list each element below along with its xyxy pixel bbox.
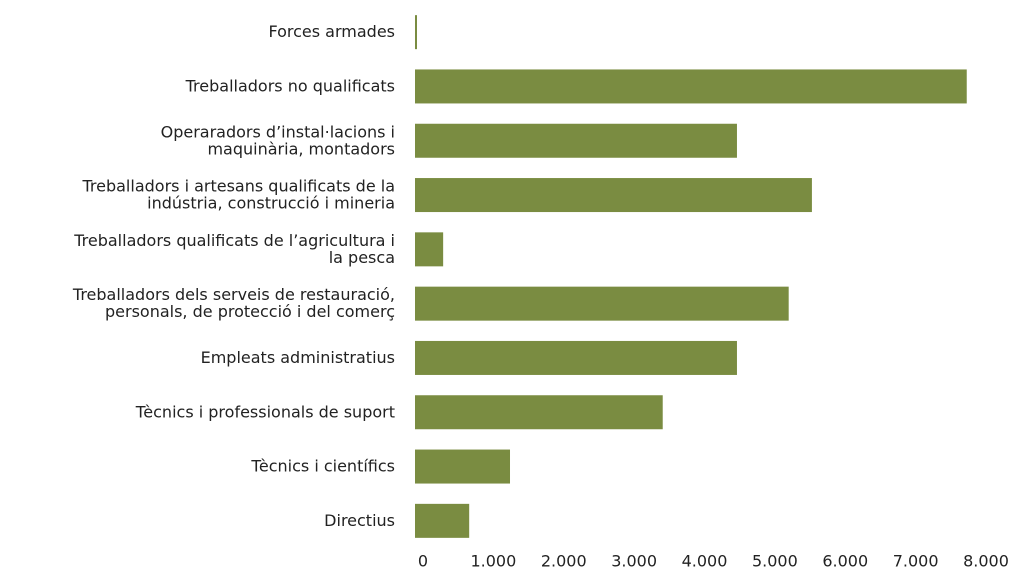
x-tick-label: 8.000	[963, 552, 1009, 570]
bar	[415, 503, 470, 538]
bar	[415, 395, 663, 430]
y-tick-label: Forces armades	[268, 22, 395, 41]
x-tick-label: 2.000	[541, 552, 587, 570]
bar	[415, 449, 511, 484]
x-tick-label: 1.000	[470, 552, 516, 570]
y-tick-label: Tècnics i científics	[250, 456, 395, 475]
y-tick-label: Empleats administratius	[201, 347, 395, 366]
bar	[415, 123, 737, 158]
x-tick-label: 7.000	[893, 552, 939, 570]
bar	[415, 69, 967, 104]
bar	[415, 178, 812, 213]
x-tick-label: 3.000	[611, 552, 657, 570]
y-tick-label: Tècnics i professionals de suport	[135, 402, 395, 421]
y-tick-label: Treballadors no qualificats	[185, 76, 395, 95]
y-tick-label: Directius	[324, 510, 395, 529]
bar	[415, 286, 789, 321]
bar	[415, 232, 444, 267]
bar	[415, 15, 417, 50]
y-tick-label: Treballadors i artesans qualificats de l…	[81, 176, 395, 212]
y-tick-label: Operaradors d’instal·lacions i maquinària…	[161, 122, 395, 158]
y-tick-label: Treballadors dels serveis de restauració…	[72, 285, 395, 321]
x-tick-label: 0	[418, 552, 428, 570]
y-tick-label: Treballadors qualificats de l’agricultur…	[73, 230, 395, 266]
x-tick-label: 4.000	[682, 552, 728, 570]
x-tick-label: 5.000	[752, 552, 798, 570]
x-tick-label: 6.000	[822, 552, 868, 570]
bar	[415, 340, 737, 375]
